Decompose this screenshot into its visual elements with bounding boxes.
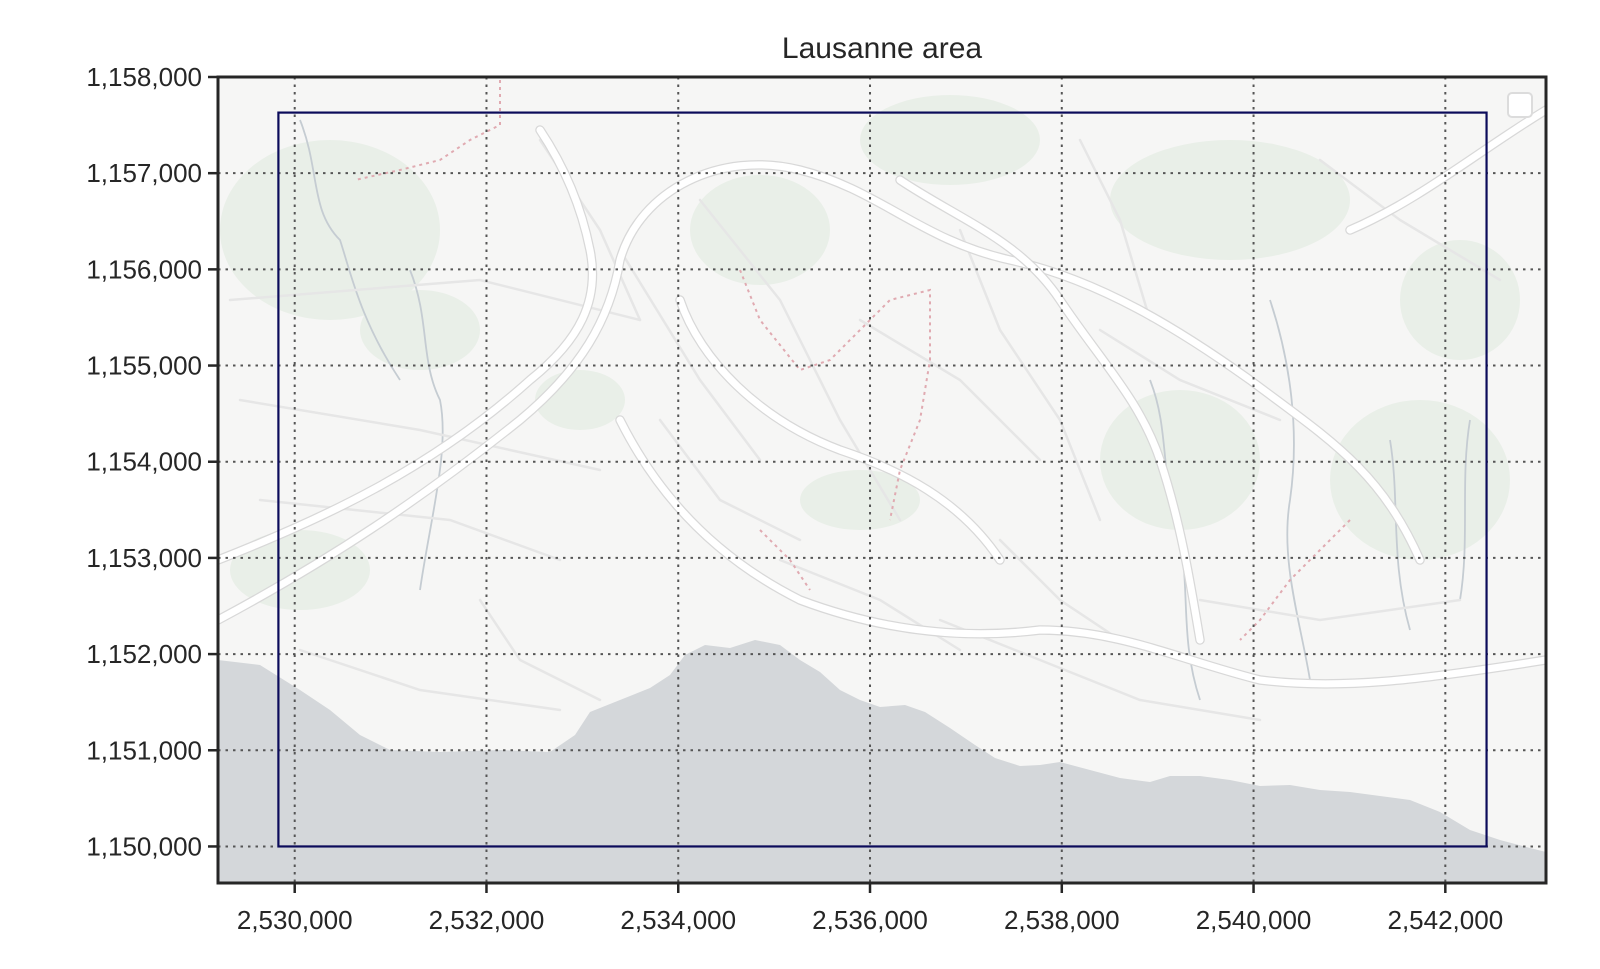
x-tick-label: 2,532,000 — [429, 905, 545, 935]
chart-title: Lausanne area — [782, 32, 982, 65]
y-tick-label: 1,158,000 — [86, 62, 202, 92]
x-tick-label: 2,540,000 — [1196, 905, 1312, 935]
y-tick-label: 1,155,000 — [86, 351, 202, 381]
x-tick-label: 2,542,000 — [1387, 905, 1503, 935]
lake-geneva — [218, 640, 1546, 883]
major-roads — [218, 105, 1546, 689]
minor-streets — [228, 138, 1502, 722]
y-tick-label: 1,150,000 — [86, 831, 202, 861]
y-tick-label: 1,156,000 — [86, 254, 202, 284]
boundary-lines — [354, 80, 1351, 641]
y-axis: 1,150,000 1,151,000 1,152,000 1,153,000 1,15… — [86, 62, 218, 861]
y-tick-label: 1,151,000 — [86, 735, 202, 765]
x-tick-label: 2,534,000 — [620, 905, 736, 935]
x-tick-label: 2,538,000 — [1004, 905, 1120, 935]
extent-rectangle — [277, 111, 1488, 848]
x-axis: 2,530,000 2,532,000 2,534,000 2,536,000 2,53… — [237, 883, 1503, 935]
green-areas — [220, 95, 1520, 610]
streams — [299, 119, 1471, 701]
y-tick-label: 1,154,000 — [86, 447, 202, 477]
empty-legend-box — [1507, 92, 1533, 118]
y-tick-label: 1,157,000 — [86, 158, 202, 188]
x-tick-label: 2,530,000 — [237, 905, 353, 935]
x-tick-label: 2,536,000 — [812, 905, 928, 935]
y-tick-label: 1,152,000 — [86, 639, 202, 669]
plot-frame — [216, 75, 1548, 885]
y-tick-label: 1,153,000 — [86, 543, 202, 573]
basemap-layer — [218, 77, 1546, 883]
